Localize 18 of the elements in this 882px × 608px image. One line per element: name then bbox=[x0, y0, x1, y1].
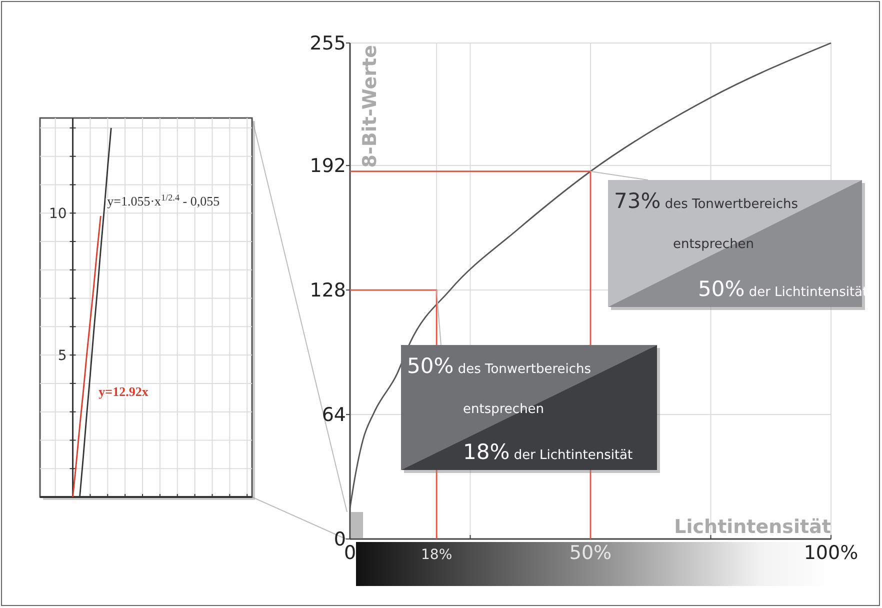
x-tick-label: 18% bbox=[421, 547, 452, 563]
annotation: 73% des Tonwertbereichs bbox=[614, 189, 798, 213]
y-tick-label: 5 bbox=[58, 348, 67, 364]
y-tick-label: 255 bbox=[310, 32, 346, 55]
series-label: y=12.92x bbox=[98, 384, 149, 399]
annotation: entsprechen bbox=[463, 402, 544, 417]
annotation: 18% der Lichtintensität bbox=[463, 440, 633, 464]
y-tick-label: 64 bbox=[322, 404, 346, 426]
x-tick-label: 100% bbox=[804, 542, 858, 564]
y-tick-label: 10 bbox=[48, 206, 67, 222]
y-tick-label: 192 bbox=[310, 155, 346, 178]
y-axis-title: 8-Bit-Werte bbox=[359, 45, 381, 168]
y-tick-label: 128 bbox=[310, 280, 346, 302]
annotation: entsprechen bbox=[673, 237, 754, 252]
x-tick-label: 50% bbox=[569, 542, 612, 564]
x-axis-title: Lichtintensität bbox=[674, 516, 831, 538]
annotation: 50% des Tonwertbereichs bbox=[407, 354, 592, 378]
series-label: y=1.055·x$^{1/2.4}$ - 0,055 bbox=[107, 192, 220, 208]
